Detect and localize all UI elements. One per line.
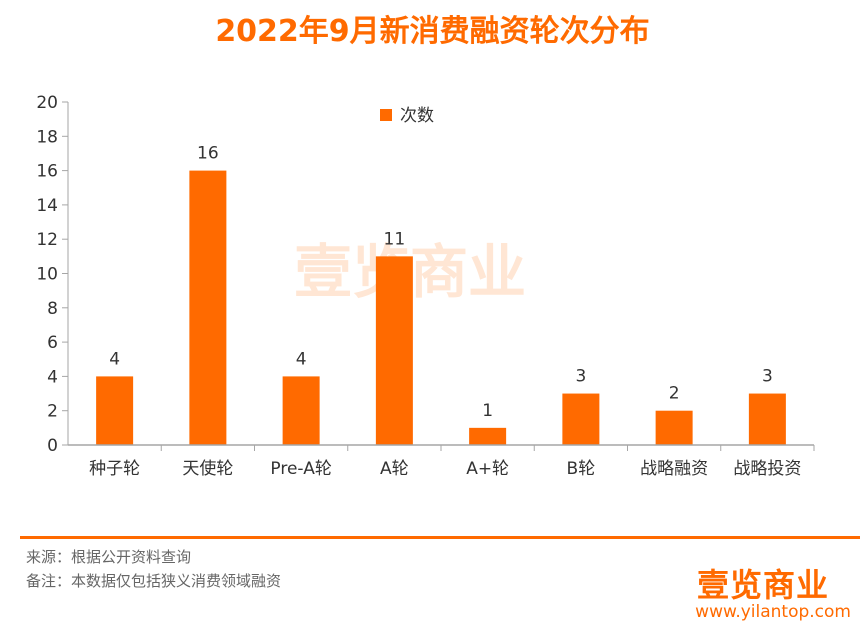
legend-label: 次数 — [400, 106, 434, 126]
bar-value-label: 2 — [669, 384, 680, 404]
remark-note: 备注：本数据仅包括狭义消费领域融资 — [26, 572, 282, 590]
x-tick-label: B轮 — [567, 459, 596, 479]
bar — [375, 256, 413, 445]
y-tick-label: 18 — [36, 127, 58, 147]
bar-value-label: 3 — [575, 367, 586, 387]
x-tick-label: A轮 — [380, 459, 409, 479]
x-tick-label: Pre-A轮 — [270, 459, 331, 479]
y-tick-label: 4 — [47, 367, 58, 387]
y-tick-label: 14 — [36, 196, 58, 216]
x-tick-label: 战略融资 — [640, 459, 708, 479]
bar — [282, 376, 320, 445]
chart-title: 2022年9月新消费融资轮次分布 — [215, 14, 650, 49]
bar-value-label: 4 — [109, 349, 120, 369]
source-note: 来源：根据公开资料查询 — [26, 548, 192, 566]
bar — [189, 170, 227, 445]
x-axis: 种子轮 天使轮 Pre-A轮 A轮 A+轮 B轮 战略融资 战略投资 — [68, 444, 815, 479]
bar-value-label: 11 — [384, 229, 406, 249]
x-tick-label: 战略投资 — [733, 459, 801, 479]
footer-divider — [20, 536, 860, 539]
brand-logo: 壹览商业 — [696, 566, 829, 604]
bar — [748, 393, 786, 445]
legend: 次数 — [380, 106, 434, 126]
y-tick-label: 2 — [47, 402, 58, 422]
x-tick-label: A+轮 — [466, 459, 509, 479]
bar — [655, 410, 693, 445]
y-axis: 0 2 4 6 8 10 12 14 16 18 20 — [36, 93, 69, 456]
brand-url: www.yilantop.com — [695, 602, 851, 622]
y-tick-label: 20 — [36, 93, 58, 113]
bar — [562, 393, 600, 445]
bar-value-label: 1 — [482, 401, 493, 421]
y-tick-label: 12 — [36, 230, 58, 250]
y-tick-label: 16 — [36, 162, 58, 182]
bar-value-label: 4 — [296, 349, 307, 369]
x-tick-label: 种子轮 — [89, 459, 140, 479]
legend-swatch — [380, 109, 392, 121]
y-tick-label: 0 — [47, 436, 58, 456]
y-tick-label: 10 — [36, 265, 58, 285]
bar — [469, 427, 507, 445]
bar — [96, 376, 134, 445]
x-tick-label: 天使轮 — [182, 458, 233, 479]
bar-value-label: 3 — [762, 367, 773, 387]
y-tick-label: 8 — [47, 299, 58, 319]
y-tick-label: 6 — [47, 333, 58, 353]
bar-value-label: 16 — [197, 144, 219, 164]
